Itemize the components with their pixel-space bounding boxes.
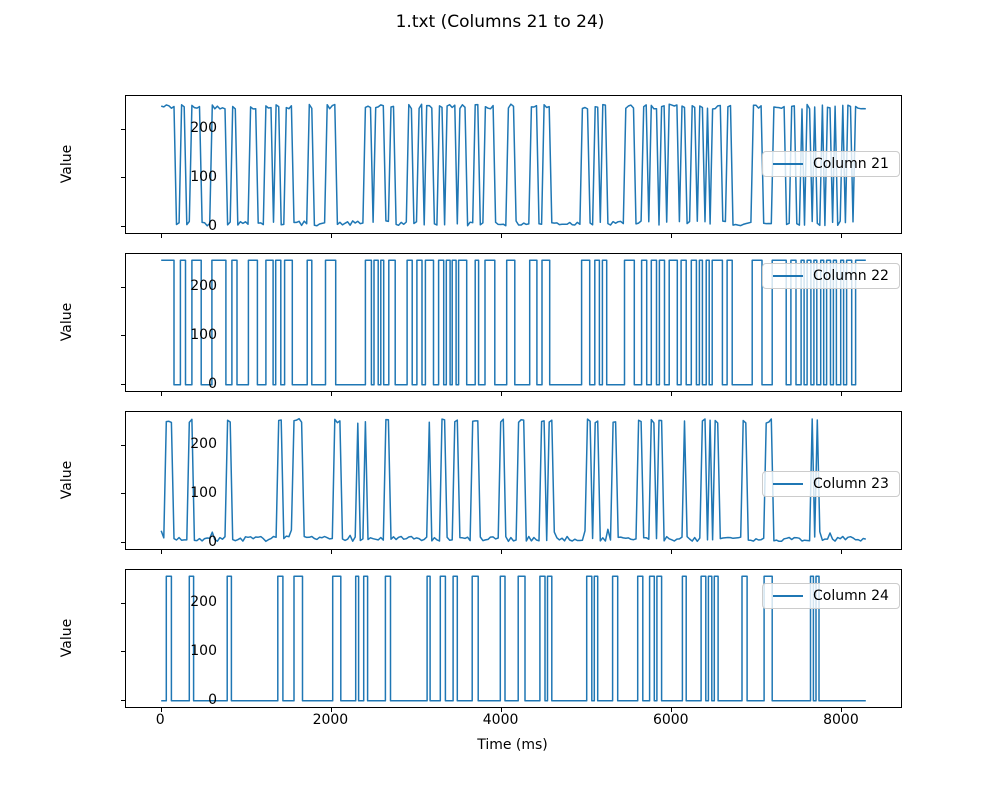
y-tick-label: 100 (190, 484, 217, 501)
y-tick-mark (121, 286, 125, 288)
figure-title: 1.txt (Columns 21 to 24) (395, 12, 605, 32)
legend-label: Column 22 (813, 268, 889, 284)
x-tick-mark (330, 708, 332, 712)
y-tick-label: 100 (190, 642, 217, 659)
waveform-column-22 (161, 259, 866, 386)
legend-column-24: Column 24 (762, 583, 900, 609)
x-tick-mark (671, 234, 673, 238)
axes-column-21: Column 21 (121, 95, 902, 238)
y-tick-mark (121, 128, 125, 130)
signal-line (160, 417, 866, 543)
y-tick-label: 100 (190, 168, 217, 185)
y-axis-label: Value (59, 460, 76, 499)
x-tick-mark (841, 392, 843, 396)
legend-line-icon (773, 275, 803, 277)
y-tick-label: 0 (208, 375, 217, 392)
waveform-column-24 (161, 575, 866, 702)
legend-column-23: Column 23 (762, 471, 900, 497)
legend-column-21: Column 21 (762, 151, 900, 177)
y-tick-mark (121, 444, 125, 446)
y-tick-mark (121, 493, 125, 495)
x-tick-label: 8000 (823, 712, 859, 728)
x-tick-label: 4000 (482, 712, 519, 728)
y-tick-mark (121, 700, 125, 702)
subplot-column-21: Value Column 21 0 100 200 (0, 95, 1000, 238)
x-tick-mark (330, 550, 332, 554)
y-tick-label: 200 (190, 594, 217, 611)
x-tick-mark (501, 392, 503, 396)
x-tick-mark (330, 234, 332, 238)
y-tick-label: 0 (208, 217, 217, 234)
y-tick-mark (121, 602, 125, 604)
y-tick-mark (121, 651, 125, 653)
y-tick-mark (121, 226, 125, 228)
x-tick-mark (501, 550, 503, 554)
y-axis-label: Value (59, 144, 76, 183)
y-axis-label: Value (59, 618, 76, 657)
y-tick-mark (121, 384, 125, 386)
x-tick-mark (841, 708, 843, 712)
y-tick-label: 0 (208, 533, 217, 550)
x-tick-mark (160, 708, 162, 712)
legend-column-22: Column 22 (762, 263, 900, 289)
subplot-column-23: Value Column 23 0 100 200 (0, 411, 1000, 554)
legend-line-icon (773, 483, 803, 485)
signal-line (160, 103, 866, 227)
x-axis-tick-labels: 0 2000 4000 6000 8000 (125, 712, 900, 730)
x-tick-mark (841, 550, 843, 554)
x-axis-label: Time (ms) (477, 737, 548, 753)
x-tick-mark (671, 708, 673, 712)
legend-label: Column 23 (813, 476, 889, 492)
legend-line-icon (773, 595, 803, 597)
subplot-column-22: Value Column 22 0 100 200 (0, 253, 1000, 396)
axes-column-22: Column 22 (121, 253, 902, 396)
x-tick-label: 6000 (652, 712, 689, 728)
subplot-column-24: Value Column 24 0 100 200 (0, 569, 1000, 712)
x-tick-mark (330, 392, 332, 396)
y-tick-label: 100 (190, 326, 217, 343)
y-tick-mark (121, 177, 125, 179)
y-tick-label: 200 (190, 278, 217, 295)
x-tick-mark (501, 234, 503, 238)
x-tick-label: 0 (155, 712, 165, 728)
waveform-column-21 (160, 103, 866, 227)
y-tick-mark (121, 335, 125, 337)
x-tick-label: 2000 (312, 712, 349, 728)
x-tick-mark (501, 708, 503, 712)
x-tick-mark (671, 392, 673, 396)
legend-label: Column 21 (813, 156, 889, 172)
x-tick-mark (160, 392, 162, 396)
x-tick-mark (841, 234, 843, 238)
y-tick-label: 200 (190, 436, 217, 453)
x-tick-mark (160, 234, 162, 238)
y-tick-label: 0 (208, 691, 217, 708)
y-axis-label: Value (59, 302, 76, 341)
axes-column-23: Column 23 (121, 411, 902, 554)
x-tick-mark (160, 550, 162, 554)
legend-label: Column 24 (813, 588, 889, 604)
waveform-column-23 (160, 417, 866, 543)
y-tick-label: 200 (190, 120, 217, 137)
legend-line-icon (773, 163, 803, 165)
signal-line (161, 575, 866, 702)
y-tick-mark (121, 542, 125, 544)
signal-line (161, 259, 866, 386)
x-tick-mark (671, 550, 673, 554)
axes-column-24: Column 24 (121, 569, 902, 712)
